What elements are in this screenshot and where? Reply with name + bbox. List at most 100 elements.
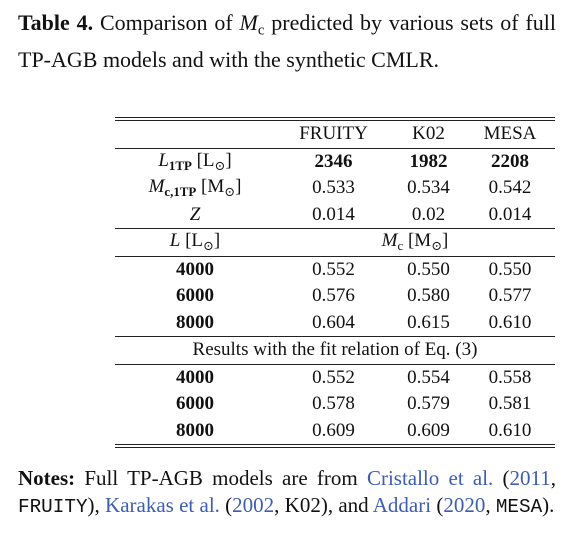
table-cell: 0.014 <box>488 203 532 225</box>
table-cell: MESA <box>464 117 555 148</box>
table-cell: FRUITY <box>275 117 393 148</box>
table-caption: Table 4. Comparison of Mc predicted by v… <box>18 8 556 74</box>
table-cell: 0.581 <box>488 393 532 415</box>
text-segment: Full TP-AGB models are from <box>75 466 367 490</box>
table-cell: Results with the fit relation of Eq. (3) <box>115 336 555 364</box>
text-segment: 4000 <box>176 366 214 388</box>
table-cell: 0.580 <box>407 285 450 307</box>
text-segment: M <box>239 10 258 35</box>
text-segment: M <box>381 230 398 252</box>
text-segment: Notes: <box>18 466 76 490</box>
table-cell: 0.610 <box>464 417 555 448</box>
table-row: 8000 0.609 0.609 0.610 <box>115 417 555 448</box>
table-cell: 0.552 <box>275 363 393 391</box>
text-segment: M <box>148 176 165 198</box>
text-segment: c <box>397 238 404 254</box>
text-segment: 4000 <box>176 258 214 280</box>
text-segment: , <box>485 493 496 517</box>
table-cell: 0.558 <box>464 363 555 391</box>
text-segment: FRUITY <box>18 496 88 518</box>
table-cell: 0.604 <box>312 311 355 333</box>
table-cell: L [L⊙] <box>115 228 275 256</box>
table-cell: 0.533 <box>312 177 355 199</box>
table-cell: 0.552 <box>275 255 393 283</box>
text-segment: [L <box>180 230 204 252</box>
table-notes: Notes: Full TP-AGB models are from Crist… <box>18 465 556 521</box>
text-segment: ] <box>442 230 449 252</box>
table-cell: 0.609 <box>392 417 465 448</box>
table-cell: 0.554 <box>392 363 465 391</box>
text-segment: ⊙ <box>224 184 236 200</box>
table-cell: 0.576 <box>312 285 355 307</box>
text-segment: L <box>169 230 181 252</box>
text-segment: ] <box>225 149 232 171</box>
table-cell: 0.550 <box>392 255 465 283</box>
text-segment: , K02), and <box>274 493 373 517</box>
text-segment: [L <box>191 149 215 171</box>
table-cell: 0.014 <box>312 203 355 225</box>
text-segment: ] <box>213 230 221 252</box>
table-cell: 0.610 <box>488 311 532 333</box>
table-row: L [L⊙] Mc [M⊙] <box>115 228 555 256</box>
table-row: 4000 0.552 0.550 0.550 <box>115 255 555 283</box>
table-cell: L1TP [L⊙] <box>115 147 275 175</box>
table-cell: 0.577 <box>488 285 532 307</box>
table-cell: 0.615 <box>407 311 450 333</box>
text-segment: c <box>257 22 265 39</box>
table-cell: 2208 <box>464 147 555 175</box>
text-segment: c,1TP <box>164 184 197 200</box>
text-segment: ⊙ <box>214 157 226 173</box>
text-segment: ⊙ <box>431 238 443 254</box>
text-segment: ( <box>431 493 444 517</box>
text-segment: [M <box>196 176 225 198</box>
text-segment: ( <box>219 493 233 517</box>
text-segment: Z <box>189 203 201 225</box>
text-segment: ( <box>493 466 510 490</box>
text-segment: 6000 <box>176 285 214 307</box>
table-cell: 0.534 <box>407 177 450 199</box>
text-segment: Karakas et al. <box>105 493 220 517</box>
text-segment: predicted by various sets of full TP-AGB… <box>18 10 556 73</box>
text-segment: 8000 <box>176 419 214 441</box>
table-cell: 6000 <box>115 283 275 310</box>
text-segment: ), <box>87 493 106 517</box>
text-segment: Cristallo et al. <box>366 466 494 490</box>
text-segment: 6000 <box>176 393 214 415</box>
table-cell: 8000 <box>115 417 275 448</box>
text-segment: Table 4. <box>18 10 94 35</box>
text-segment: ). <box>542 493 555 517</box>
table-cell: 0.550 <box>464 255 555 283</box>
table-cell: 4000 <box>115 363 275 391</box>
table-cell: 6000 <box>115 391 275 418</box>
table-cell: 1982 <box>392 147 465 175</box>
text-segment: ⊙ <box>203 238 214 254</box>
table-row: 4000 0.552 0.554 0.558 <box>115 363 555 391</box>
table-row: Results with the fit relation of Eq. (3) <box>115 336 555 364</box>
table-row: FRUITY K02 MESA <box>115 117 555 148</box>
text-segment: ] <box>235 176 242 198</box>
table-cell: Z <box>115 202 275 229</box>
text-segment: L <box>158 149 169 171</box>
table-cell: 0.542 <box>488 177 532 199</box>
table-cell: 0.02 <box>411 203 446 225</box>
table-row: 6000 0.578 0.579 0.581 <box>115 391 555 418</box>
table-row: L1TP [L⊙] 2346 1982 2208 <box>115 147 555 175</box>
text-segment: Comparison of <box>93 10 240 35</box>
table-cell: Mc,1TP [M⊙] <box>115 175 275 202</box>
table-cell: 8000 <box>115 310 275 337</box>
table-cell: 2346 <box>275 147 393 175</box>
text-segment: 8000 <box>176 311 214 333</box>
table-row: Mc,1TP [M⊙] 0.533 0.534 0.542 <box>115 175 555 202</box>
table-cell: 4000 <box>115 255 275 283</box>
text-segment: , <box>550 466 556 490</box>
table-cell: Mc [M⊙] <box>275 228 555 256</box>
text-segment: 2011 <box>509 466 551 490</box>
text-segment: Addari <box>372 493 432 517</box>
table-cell <box>115 117 275 148</box>
text-segment: [M <box>403 230 432 252</box>
text-segment: 2002 <box>232 493 275 517</box>
data-table: FRUITY K02 MESA L1TP [L⊙] 2346 1982 2208 Mc,1TP… <box>115 117 555 448</box>
table-cell: 0.579 <box>407 393 450 415</box>
table-cell: K02 <box>392 117 465 148</box>
